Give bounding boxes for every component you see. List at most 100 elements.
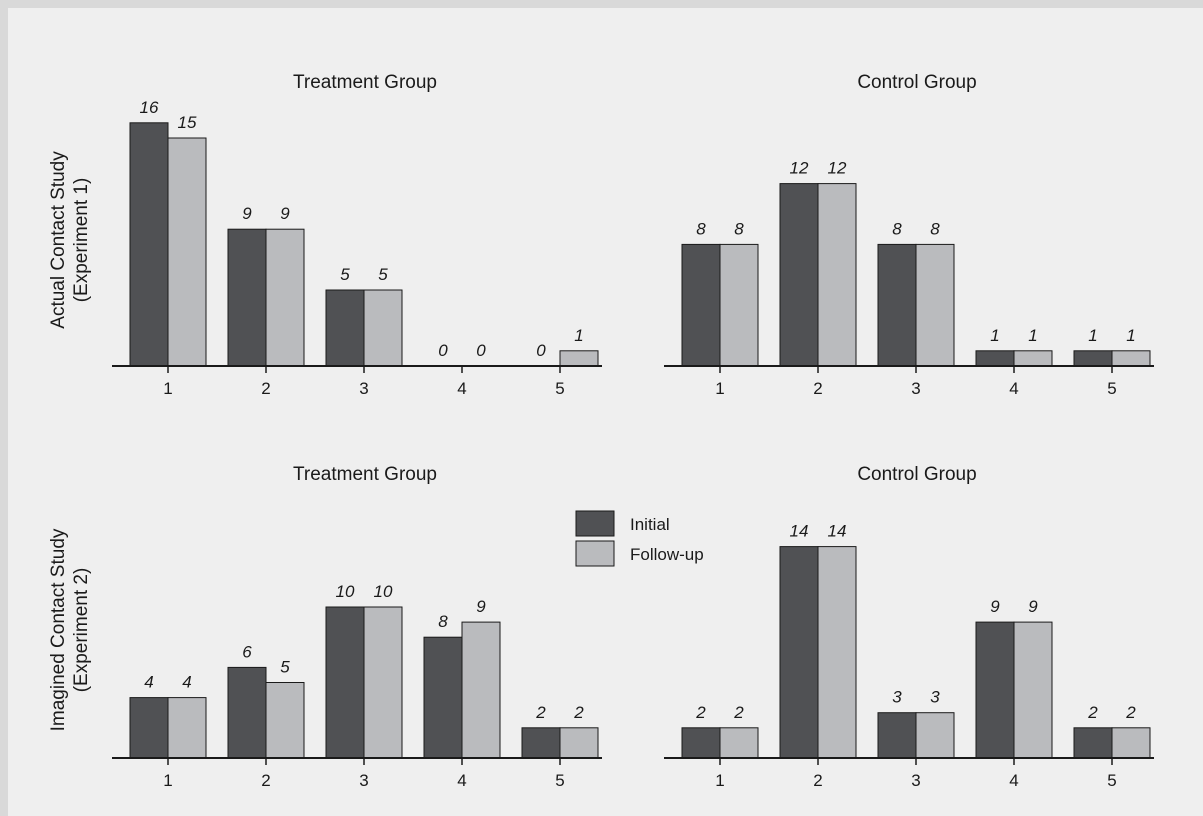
row-label-experiment-2: Imagined Contact Study (Experiment 2)	[48, 528, 92, 731]
bar-initial	[681, 727, 721, 759]
bar-initial	[975, 350, 1015, 367]
bar-followup	[817, 183, 857, 367]
data-label-followup: 2	[733, 703, 744, 722]
x-tick-label: 1	[715, 379, 724, 398]
row-label-experiment-1: Actual Contact Study (Experiment 1)	[48, 151, 92, 329]
data-label-initial: 1	[990, 326, 999, 345]
data-label-followup: 0	[476, 341, 486, 360]
data-label-initial: 2	[695, 703, 706, 722]
bar-followup	[719, 243, 759, 367]
bar-initial	[227, 666, 267, 759]
bar-initial	[227, 228, 267, 367]
row-label-line-1: Imagined Contact Study	[48, 528, 69, 731]
bar-initial	[779, 183, 819, 367]
x-tick-label: 4	[457, 771, 466, 790]
data-label-initial: 2	[1087, 703, 1098, 722]
legend-label-initial: Initial	[630, 515, 670, 534]
bar-followup	[167, 697, 207, 759]
x-tick-label: 3	[911, 771, 920, 790]
data-label-followup: 9	[280, 204, 290, 223]
x-tick-label: 2	[261, 379, 270, 398]
x-tick-label: 5	[1107, 771, 1116, 790]
x-tick-label: 4	[457, 379, 466, 398]
data-label-followup: 12	[828, 159, 847, 178]
data-label-initial: 5	[340, 265, 350, 284]
bar-initial	[325, 289, 365, 367]
panel-actual-control: Control Group 8 8 1 12 12 2 8 8 3 1 1 4 1 1 5	[664, 72, 1154, 398]
data-label-followup: 2	[1125, 703, 1136, 722]
bar-initial	[877, 712, 917, 759]
row-label-line-1: Actual Contact Study	[48, 151, 69, 329]
data-label-followup: 14	[828, 522, 847, 541]
row-label-line-2: (Experiment 1)	[71, 178, 92, 303]
data-label-followup: 9	[476, 597, 486, 616]
x-tick-label: 2	[261, 771, 270, 790]
bar-initial	[1073, 350, 1113, 367]
x-tick-label: 1	[715, 771, 724, 790]
bar-followup	[719, 727, 759, 759]
bar-initial	[325, 606, 365, 759]
bar-initial	[975, 621, 1015, 759]
bar-followup	[265, 228, 305, 367]
legend: Initial Follow-up	[575, 510, 704, 567]
data-label-followup: 4	[182, 673, 191, 692]
bar-followup	[461, 621, 501, 759]
bar-followup	[817, 546, 857, 759]
x-tick-label: 4	[1009, 379, 1018, 398]
bar-initial	[521, 727, 561, 759]
data-label-initial: 0	[438, 341, 448, 360]
bar-initial	[877, 243, 917, 367]
bar-initial	[129, 122, 169, 367]
bar-followup	[559, 727, 599, 759]
bar-followup	[167, 137, 207, 367]
bar-followup	[265, 682, 305, 759]
x-tick-label: 5	[555, 379, 564, 398]
bar-initial	[129, 697, 169, 759]
data-label-initial: 16	[140, 98, 159, 117]
data-label-followup: 9	[1028, 597, 1038, 616]
bar-followup	[1013, 350, 1053, 367]
x-tick-label: 3	[911, 379, 920, 398]
data-label-followup: 5	[280, 658, 290, 677]
bar-followup	[1013, 621, 1053, 759]
data-label-followup: 1	[1126, 326, 1135, 345]
data-label-initial: 9	[242, 204, 252, 223]
data-label-initial: 6	[242, 642, 252, 661]
bar-initial	[681, 243, 721, 367]
data-label-initial: 2	[535, 703, 546, 722]
data-label-followup: 3	[930, 688, 940, 707]
bar-initial	[423, 636, 463, 759]
x-tick-label: 3	[359, 771, 368, 790]
data-label-initial: 14	[790, 522, 809, 541]
data-label-followup: 2	[573, 703, 584, 722]
legend-label-followup: Follow-up	[630, 545, 704, 564]
chart-title: Treatment Group	[293, 72, 437, 93]
chart-title: Control Group	[857, 464, 976, 485]
data-label-followup: 1	[574, 326, 583, 345]
bar-followup	[559, 350, 599, 367]
panel-imagined-treatment: Treatment Group 4 4 1 6 5 2 10 10 3 8 9 4 2 2 5	[112, 464, 602, 790]
bar-followup	[915, 712, 955, 759]
chart-title: Treatment Group	[293, 464, 437, 485]
data-label-followup: 5	[378, 265, 388, 284]
data-label-initial: 12	[790, 159, 809, 178]
data-label-initial: 1	[1088, 326, 1097, 345]
bar-followup	[1111, 727, 1151, 759]
bar-followup	[363, 606, 403, 759]
legend-swatch-followup	[575, 540, 615, 567]
bar-initial	[1073, 727, 1113, 759]
data-label-followup: 8	[734, 219, 744, 238]
data-label-initial: 8	[892, 219, 902, 238]
data-label-initial: 10	[336, 582, 355, 601]
panel-imagined-control: Control Group 2 2 1 14 14 2 3 3 3 9 9 4 2 2 5	[664, 464, 1154, 790]
x-tick-label: 2	[813, 379, 822, 398]
legend-swatch-initial	[575, 510, 615, 537]
x-tick-label: 3	[359, 379, 368, 398]
bar-followup	[1111, 350, 1151, 367]
x-tick-label: 1	[163, 771, 172, 790]
data-label-followup: 8	[930, 219, 940, 238]
data-label-initial: 4	[144, 673, 153, 692]
x-tick-label: 1	[163, 379, 172, 398]
